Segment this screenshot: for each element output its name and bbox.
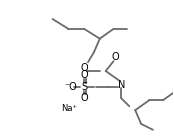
Text: Na⁺: Na⁺ <box>61 104 77 113</box>
Text: N: N <box>118 80 125 90</box>
Text: O: O <box>80 93 88 103</box>
Text: S: S <box>81 82 87 92</box>
Text: O: O <box>80 70 88 80</box>
Text: O: O <box>80 63 88 73</box>
Text: O: O <box>112 52 119 62</box>
Text: ⁻O: ⁻O <box>64 82 77 92</box>
